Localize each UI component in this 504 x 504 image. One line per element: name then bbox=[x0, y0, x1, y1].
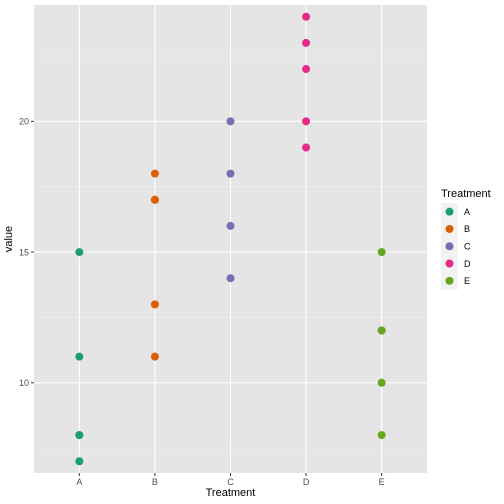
legend-key-marker bbox=[445, 224, 454, 233]
y-tick-label: 20 bbox=[19, 117, 29, 127]
y-axis-title: value bbox=[3, 226, 15, 252]
data-point bbox=[150, 300, 159, 309]
data-point bbox=[226, 221, 235, 230]
data-point bbox=[302, 38, 311, 47]
x-tick-label: C bbox=[227, 477, 234, 487]
data-point bbox=[75, 248, 84, 257]
x-axis-title: Treatment bbox=[206, 487, 256, 499]
legend-key-label: C bbox=[464, 241, 471, 251]
data-point bbox=[150, 195, 159, 204]
legend-key-label: B bbox=[464, 224, 470, 234]
data-point bbox=[302, 143, 311, 152]
x-tick-label: B bbox=[152, 477, 158, 487]
x-tick-label: E bbox=[379, 477, 385, 487]
data-point bbox=[75, 352, 84, 361]
legend-title: Treatment bbox=[441, 188, 491, 200]
legend-key-marker bbox=[445, 259, 454, 268]
data-point bbox=[226, 117, 235, 126]
x-tick-label: D bbox=[303, 477, 310, 487]
data-point bbox=[75, 457, 84, 466]
data-point bbox=[226, 169, 235, 178]
data-point bbox=[150, 352, 159, 361]
data-point bbox=[377, 431, 386, 440]
legend-key-marker bbox=[445, 207, 454, 216]
legend-key-label: D bbox=[464, 259, 471, 269]
data-point bbox=[377, 248, 386, 257]
data-point bbox=[302, 117, 311, 126]
data-points bbox=[75, 12, 386, 466]
legend-key-marker bbox=[445, 242, 454, 251]
data-point bbox=[150, 169, 159, 178]
y-axis: 10 15 20 bbox=[19, 117, 34, 388]
legend-key-marker bbox=[445, 276, 454, 285]
data-point bbox=[302, 65, 311, 74]
data-point bbox=[377, 326, 386, 335]
data-point bbox=[75, 431, 84, 440]
legend-key-label: A bbox=[464, 207, 470, 217]
x-axis: A B C D E bbox=[76, 473, 385, 487]
x-tick-label: A bbox=[76, 477, 82, 487]
data-point bbox=[226, 274, 235, 283]
y-tick-label: 15 bbox=[19, 247, 29, 257]
data-point bbox=[302, 12, 311, 21]
y-tick-label: 10 bbox=[19, 378, 29, 388]
legend-key-label: E bbox=[464, 276, 470, 286]
data-point bbox=[377, 378, 386, 387]
